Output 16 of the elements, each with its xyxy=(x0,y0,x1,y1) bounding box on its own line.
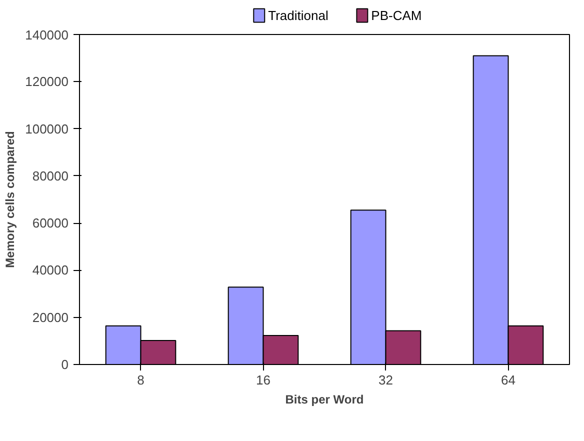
x-tick-label: 32 xyxy=(378,372,393,388)
legend-label: PB-CAM xyxy=(371,8,422,23)
x-axis-title: Bits per Word xyxy=(285,392,364,406)
y-tick-label: 20000 xyxy=(32,310,69,325)
y-tick-label: 120000 xyxy=(25,74,69,90)
y-tick-label: 140000 xyxy=(25,28,69,42)
x-tick-label: 16 xyxy=(256,372,270,388)
y-tick-label: 0 xyxy=(61,357,69,372)
x-tick-label: 64 xyxy=(501,372,516,388)
y-tick-label: 60000 xyxy=(32,216,69,231)
y-axis-title: Memory cells compared xyxy=(3,131,18,268)
y-tick-label: 100000 xyxy=(25,121,69,136)
x-tick-label: 8 xyxy=(137,372,144,388)
y-tick-label: 40000 xyxy=(32,262,69,278)
y-tick-label: 80000 xyxy=(32,168,69,184)
legend-label: Traditional xyxy=(268,8,328,23)
